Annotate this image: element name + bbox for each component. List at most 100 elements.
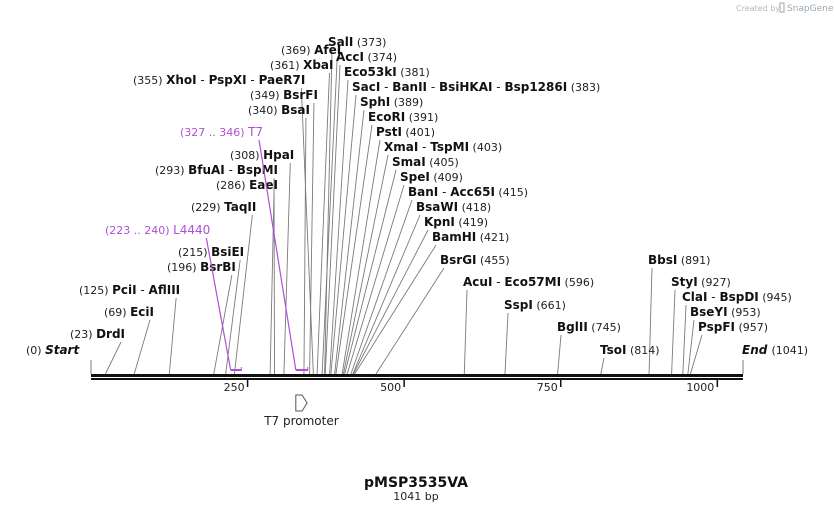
enzyme-afei[interactable]: (369) AfeI [281, 43, 341, 57]
enzyme-leader [557, 334, 562, 375]
feature-t7-promoter[interactable]: T7 promoter [263, 394, 339, 428]
enzyme-saci-banii-bsihkai-bsp1286i[interactable]: SacI - BanII - BsiHKAI - Bsp1286I (383) [352, 80, 600, 94]
svg-text:BanI - Acc65I (415): BanI - Acc65I (415) [408, 185, 528, 199]
svg-text:ClaI - BspDI (945): ClaI - BspDI (945) [682, 290, 792, 304]
ruler-tick-label: 1000 [686, 381, 714, 394]
svg-text:PspFI (957): PspFI (957) [698, 320, 768, 334]
enzyme-leader [321, 57, 338, 375]
enzyme-styi[interactable]: StyI (927) [671, 275, 731, 289]
enzyme-leader [168, 297, 177, 375]
enzyme-acui-eco57mi[interactable]: AcuI - Eco57MI (596) [463, 275, 594, 289]
enzyme-leader [283, 162, 291, 375]
ruler-tick-label: 750 [537, 381, 558, 394]
svg-text:(0) Start: (0) Start [26, 343, 80, 357]
svg-text:(223 .. 240) L4440: (223 .. 240) L4440 [105, 223, 210, 237]
enzyme-psti[interactable]: PstI (401) [376, 125, 435, 139]
enzyme-bani-acc65i[interactable]: BanI - Acc65I (415) [408, 185, 528, 199]
enzyme-sphi[interactable]: SphI (389) [360, 95, 423, 109]
primer-bar [295, 369, 308, 371]
backbone: 250 500 750 1000 [91, 374, 743, 394]
enzyme-leader [324, 49, 333, 375]
enzyme-bsrgi[interactable]: BsrGI (455) [440, 253, 510, 267]
svg-text:(125) PciI - AflIII: (125) PciI - AflIII [79, 283, 180, 297]
enzyme-ecii[interactable]: (69) EciI [104, 305, 154, 319]
enzyme-bsiei[interactable]: (215) BsiEI [178, 245, 244, 259]
enzyme-drdi[interactable]: (23) DrdI [70, 327, 125, 341]
enzyme-sali[interactable]: SalI (373) [328, 35, 386, 49]
enzyme-xbai[interactable]: (361) XbaI [270, 58, 333, 72]
enzyme-taqii[interactable]: (229) TaqII [191, 200, 256, 214]
enzyme-leader [330, 94, 357, 375]
features: T7 promoter [263, 394, 339, 428]
enzyme-eco53ki[interactable]: Eco53kI (381) [344, 65, 430, 79]
promoter-arrow-icon [295, 394, 308, 412]
enzyme-kpni[interactable]: KpnI (419) [424, 215, 488, 229]
enzyme-bsai[interactable]: (340) BsaI [248, 103, 310, 117]
svg-text:(327 .. 346) T7: (327 .. 346) T7 [180, 125, 263, 139]
enzyme-leader [300, 87, 314, 375]
primer-l4440[interactable]: (223 .. 240) L4440 [105, 223, 242, 371]
credit-brand[interactable]: SnapGene [787, 4, 834, 14]
enzyme-ecori[interactable]: EcoRI (391) [368, 110, 438, 124]
enzyme-spei[interactable]: SpeI (409) [400, 170, 463, 184]
enzyme-bseyi[interactable]: BseYI (953) [690, 305, 761, 319]
svg-text:TsoI (814): TsoI (814) [600, 343, 660, 357]
enzyme-pcii-afliii[interactable]: (125) PciI - AflIII [79, 283, 180, 297]
svg-text:(215) BsiEI: (215) BsiEI [178, 245, 244, 259]
enzyme-clai-bspdi[interactable]: ClaI - BspDI (945) [682, 290, 792, 304]
enzyme-leader [352, 214, 421, 375]
credit-prefix: Created by [736, 4, 780, 13]
enzyme-leader [375, 267, 445, 375]
enzyme-sspi[interactable]: SspI (661) [504, 298, 566, 312]
svg-text:SacI - BanII - BsiHKAI -: SacI - BanII - BsiHKAI - Bsp1286I (383) [352, 80, 600, 94]
svg-text:(23) DrdI: (23) DrdI [70, 327, 125, 341]
svg-text:BseYI (953): BseYI (953) [690, 305, 761, 319]
enzyme-bbsi[interactable]: BbsI (891) [648, 253, 710, 267]
primer-t7[interactable]: (327 .. 346) T7 [180, 125, 309, 371]
enzyme-leader [504, 312, 509, 375]
enzyme-leader [303, 117, 307, 375]
enzyme-leader [682, 304, 687, 375]
enzyme-leader [233, 214, 253, 375]
enzyme-bsrfi[interactable]: (349) BsrFI [250, 88, 318, 102]
svg-text:(355) XhoI - PspXI - PaeR: (355) XhoI - PspXI - PaeR7I [133, 73, 305, 87]
enzyme-leader [687, 319, 695, 375]
enzyme-smai[interactable]: SmaI (405) [392, 155, 459, 169]
svg-text:End (1041): End (1041) [742, 343, 808, 357]
enzyme-tsoi[interactable]: TsoI (814) [600, 343, 660, 357]
enzyme-bamhi[interactable]: BamHI (421) [432, 230, 509, 244]
svg-text:StyI (927): StyI (927) [671, 275, 731, 289]
svg-text:Eco53kI (381): Eco53kI (381) [344, 65, 430, 79]
enzyme-hpai[interactable]: (308) HpaI [230, 148, 294, 162]
enzyme-leader [133, 319, 151, 375]
primers: (223 .. 240) L4440 (327 .. 346) T7 [105, 125, 309, 371]
svg-text:SphI (389): SphI (389) [360, 95, 423, 109]
enzyme-bsawi[interactable]: BsaWI (418) [416, 200, 491, 214]
enzyme-acci[interactable]: AccI (374) [336, 50, 397, 64]
enzyme-xhoi-pspxi-paer7i[interactable]: (355) XhoI - PspXI - PaeR7I [133, 73, 305, 87]
enzyme-leader [329, 79, 349, 375]
enzyme-eaei[interactable]: (286) EaeI [216, 178, 278, 192]
svg-text:SalI (373): SalI (373) [328, 35, 386, 49]
plasmid-length: 1041 bp [393, 490, 438, 503]
enzyme-bglii[interactable]: BglII (745) [557, 320, 621, 334]
svg-text:(349) BsrFI: (349) BsrFI [250, 88, 318, 102]
enzyme-leader [600, 357, 605, 375]
enzyme-leader [350, 199, 413, 375]
svg-text:(229) TaqII: (229) TaqII [191, 200, 256, 214]
plasmid-name: pMSP3535VA [364, 475, 468, 491]
snapgene-logo-icon [779, 2, 785, 13]
svg-text:(196) BsrBI: (196) BsrBI [167, 260, 236, 274]
enzyme-bsrbi[interactable]: (196) BsrBI [167, 260, 236, 274]
enzyme-leader [353, 229, 429, 375]
enzyme-bfuai-bspmi[interactable]: (293) BfuAI - BspMI [155, 163, 278, 177]
enzyme-xmai-tspmi[interactable]: XmaI - TspMI (403) [384, 140, 502, 154]
svg-text:BsaWI (418): BsaWI (418) [416, 200, 491, 214]
enzyme-leader [341, 139, 381, 375]
svg-text:AcuI - Eco57MI (596): AcuI - Eco57MI (596) [463, 275, 594, 289]
primer-leader [205, 237, 232, 371]
enzyme-pspfi[interactable]: PspFI (957) [698, 320, 768, 334]
svg-text:SspI (661): SspI (661) [504, 298, 566, 312]
svg-text:(286) EaeI: (286) EaeI [216, 178, 278, 192]
